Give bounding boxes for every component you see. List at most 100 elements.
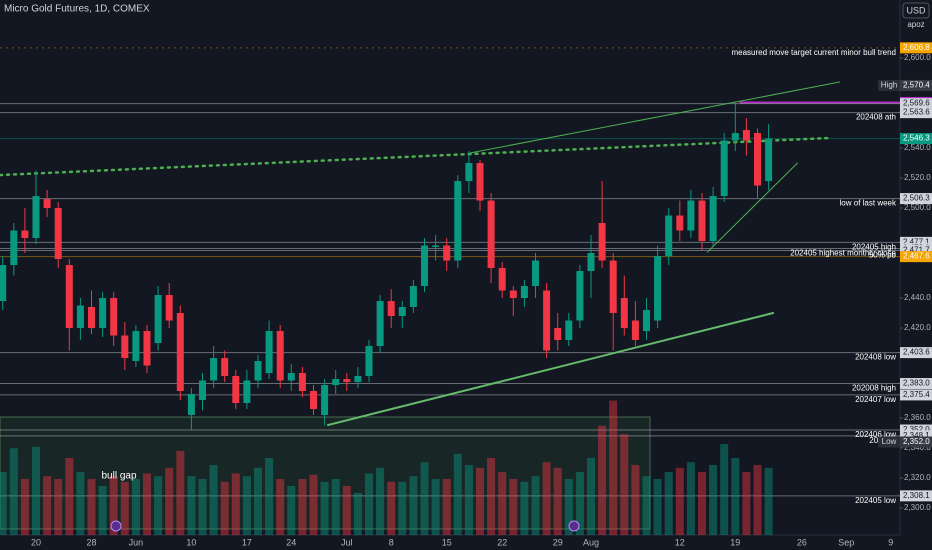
volume-bar: [564, 479, 573, 535]
user: apoz: [907, 20, 924, 29]
currency[interactable]: USD: [906, 5, 926, 15]
candle-body: [76, 305, 84, 329]
candle-body: [254, 361, 262, 381]
event-icon[interactable]: [568, 520, 580, 532]
price-label: 2,352.0: [903, 425, 930, 434]
candle-body: [365, 346, 373, 377]
price-label-box: [900, 389, 932, 401]
x-tick-label: 29: [553, 537, 563, 547]
candle-body: [310, 391, 317, 410]
candle-body: [99, 298, 107, 329]
volume-bar: [287, 486, 296, 535]
x-tick-label: Aug: [583, 537, 599, 547]
price-label: 2,308.1: [903, 491, 930, 500]
price-label-box: [900, 378, 932, 390]
currency-box[interactable]: [902, 2, 930, 19]
candle-body: [432, 245, 440, 248]
trend-line: [469, 81, 841, 154]
volume-bar: [575, 472, 584, 535]
candle-body: [321, 385, 329, 416]
level-note: measured move target current minor bull …: [731, 48, 896, 57]
level-note: 202405 highest monthly close: [790, 249, 896, 258]
level-note: 202405 high: [852, 242, 896, 251]
price-label-box: [900, 244, 932, 256]
candle-body: [643, 310, 650, 332]
y-tick-label: 2,300.0: [904, 503, 931, 512]
price-label-box: [900, 193, 932, 205]
event-icon[interactable]: [110, 520, 122, 532]
volume-bar: [298, 479, 307, 535]
x-tick-label: 8: [389, 537, 394, 547]
marker-box: [878, 436, 900, 448]
marker-label: High: [881, 81, 897, 90]
price-label-box: [900, 424, 932, 436]
candle-body: [354, 376, 362, 383]
volume-bar: [9, 448, 18, 535]
volume-bar: [420, 462, 429, 535]
price-label: 2,375.4: [903, 390, 930, 399]
volume-bar: [342, 486, 351, 535]
volume-bar: [553, 467, 562, 535]
candle-body: [65, 265, 73, 329]
y-tick-label: 2,440.0: [904, 293, 931, 302]
price-label: 2,569.6: [903, 99, 930, 108]
candle-body: [32, 196, 40, 239]
volume-bar: [653, 479, 662, 535]
x-tick-label: 10: [186, 537, 196, 547]
price-label: 2,403.6: [903, 348, 930, 357]
volume-bar: [209, 465, 218, 535]
price-label: 2,506.3: [903, 194, 930, 203]
candle-body: [631, 320, 639, 341]
volume-bar: [631, 465, 640, 535]
candle-body: [720, 140, 728, 197]
marker-price-box: [900, 436, 932, 448]
volume-bar: [620, 434, 629, 535]
candle-body: [698, 200, 706, 242]
annotation: bull gap: [101, 471, 136, 482]
volume-bar: [143, 473, 151, 535]
price-label: 2,467.6: [903, 252, 930, 261]
volume-bar: [531, 476, 540, 535]
marker-box: [878, 79, 900, 91]
volume-bar: [220, 481, 229, 535]
candle-body: [476, 163, 484, 201]
level-note: 202407 low: [855, 395, 896, 404]
candle-body: [487, 200, 495, 269]
volume-bar: [731, 458, 740, 535]
y-tick-label: 2,420.0: [904, 323, 931, 332]
level-note: 202405 low: [855, 496, 896, 505]
x-tick-label: 22: [497, 537, 507, 547]
y-tick-label: 2,600.0: [904, 53, 931, 62]
volume-bar: [720, 444, 729, 535]
volume-bar: [764, 467, 773, 535]
candle-body: [243, 380, 251, 404]
candle-body: [132, 331, 140, 362]
volume-bar: [609, 400, 618, 535]
candle-body: [620, 298, 628, 329]
candle-body: [565, 320, 573, 341]
candle-body: [221, 358, 229, 377]
volume-bar: [198, 479, 207, 535]
price-label-box: [900, 107, 932, 119]
candle-body: [609, 260, 617, 314]
price-label-box: [900, 42, 932, 54]
x-tick-label: 15: [442, 537, 452, 547]
volume-bar: [664, 472, 673, 535]
volume-bar: [43, 476, 52, 535]
candle-body: [509, 290, 517, 299]
volume-bar: [254, 467, 262, 535]
price-label: 2,606.8: [903, 43, 930, 52]
volume-bar: [398, 481, 407, 535]
volume-bar: [487, 458, 496, 535]
candle-body: [454, 181, 462, 261]
x-tick-label: 24: [286, 537, 296, 547]
volume-bar: [320, 481, 329, 535]
x-tick-label: 12: [675, 537, 685, 547]
candle-body: [276, 331, 284, 381]
candle-body: [742, 130, 750, 141]
candle-body: [376, 301, 384, 347]
x-tick-label: 19: [730, 537, 740, 547]
volume-bar: [98, 486, 107, 535]
